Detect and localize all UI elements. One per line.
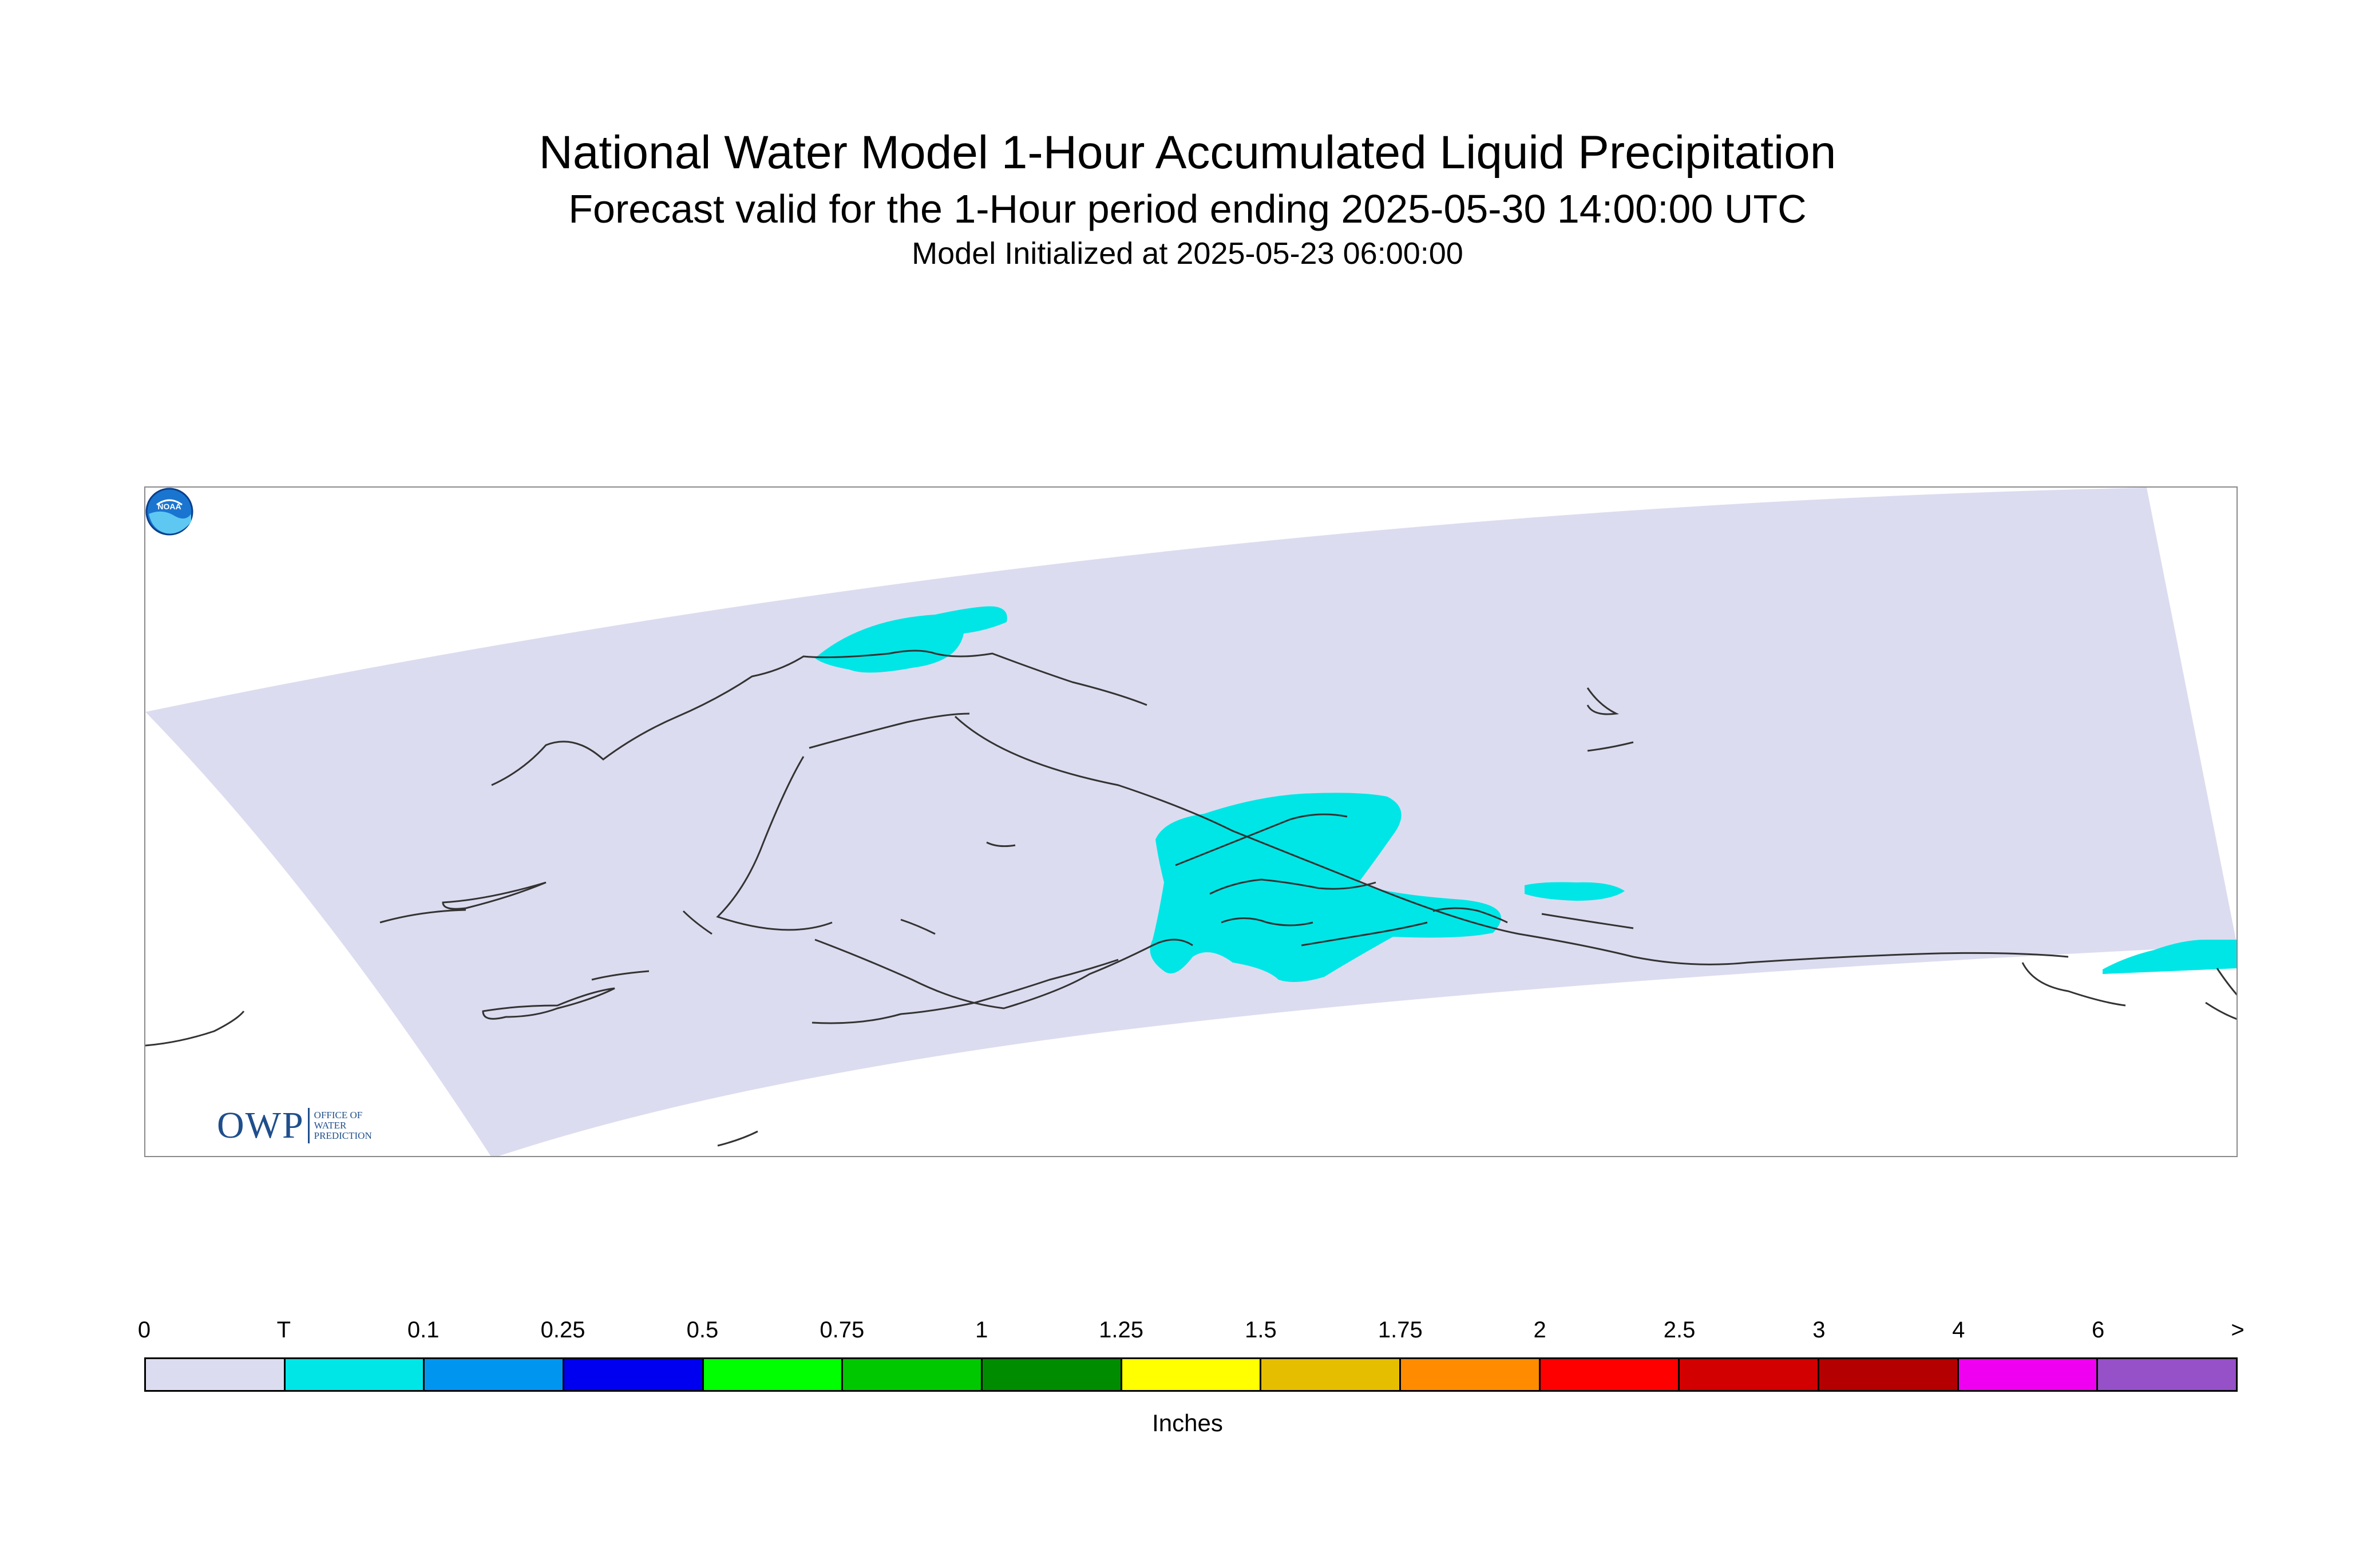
color-scale-bin xyxy=(2098,1359,2237,1390)
color-scale-tick-label: 3 xyxy=(1812,1317,1826,1343)
color-scale-tick-label: 1.75 xyxy=(1378,1317,1423,1343)
color-scale-tick-label: > xyxy=(2231,1317,2245,1343)
color-scale-bin xyxy=(285,1359,425,1390)
precipitation-map: OWP OFFICE OF WATER PREDICTION NOAA xyxy=(144,486,2238,1157)
color-scale-bin xyxy=(1261,1359,1402,1390)
color-scale-bin xyxy=(1819,1359,1959,1390)
color-scale-tick-label: 4 xyxy=(1952,1317,1965,1343)
color-scale-bin xyxy=(1958,1359,2099,1390)
color-scale-bin xyxy=(425,1359,565,1390)
precip-area-southeast xyxy=(2103,940,2237,974)
model-initialized-text: Model Initialized at 2025-05-23 06:00:00 xyxy=(912,236,1463,271)
precip-area-east-small xyxy=(1525,882,1625,901)
color-scale-tick-label: 1 xyxy=(975,1317,988,1343)
color-scale-bin xyxy=(703,1359,844,1390)
noaa-logo-text: NOAA xyxy=(157,502,181,511)
coastlines-detail xyxy=(1175,813,1508,947)
color-scale-tick-label: 1.5 xyxy=(1245,1317,1277,1343)
color-scale-bin xyxy=(564,1359,704,1390)
map-title: National Water Model 1-Hour Accumulated … xyxy=(539,126,1836,179)
owp-logo: OWP OFFICE OF WATER PREDICTION xyxy=(217,1104,372,1146)
owp-logo-word: OFFICE OF xyxy=(314,1110,363,1120)
color-scale-bar xyxy=(144,1357,2238,1392)
color-scale-bin xyxy=(1401,1359,1541,1390)
color-scale-tick-label: T xyxy=(276,1317,291,1343)
color-scale-bin xyxy=(1540,1359,1680,1390)
color-scale-bin xyxy=(1122,1359,1262,1390)
owp-logo-word: WATER xyxy=(314,1120,347,1131)
map-svg xyxy=(145,488,2237,1156)
owp-logo-word: PREDICTION xyxy=(314,1130,372,1141)
forecast-valid-subtitle: Forecast valid for the 1-Hour period end… xyxy=(568,187,1807,231)
color-scale-bin xyxy=(843,1359,983,1390)
color-scale-bin xyxy=(146,1359,286,1390)
color-scale-tick-label: 0 xyxy=(137,1317,151,1343)
owp-logo-initials: OWP xyxy=(217,1104,304,1146)
color-scale-tick-label: 0.25 xyxy=(540,1317,585,1343)
coastlines xyxy=(145,650,2237,1147)
color-scale-tick-label: 2.5 xyxy=(1663,1317,1696,1343)
noaa-logo: NOAA xyxy=(145,488,193,536)
color-scale-tick-label: 6 xyxy=(2092,1317,2105,1343)
color-scale-tick-label: 2 xyxy=(1533,1317,1546,1343)
color-scale-tick-label: 0.75 xyxy=(820,1317,865,1343)
color-scale-bin xyxy=(983,1359,1122,1390)
color-scale-tick-label: 0.5 xyxy=(686,1317,719,1343)
color-scale-tick-label: 0.1 xyxy=(407,1317,440,1343)
units-label: Inches xyxy=(1152,1409,1223,1436)
color-scale-tick-label: 1.25 xyxy=(1099,1317,1143,1343)
owp-logo-words: OFFICE OF WATER PREDICTION xyxy=(314,1110,372,1141)
color-scale-bin xyxy=(1680,1359,1820,1390)
owp-logo-divider xyxy=(307,1108,310,1143)
